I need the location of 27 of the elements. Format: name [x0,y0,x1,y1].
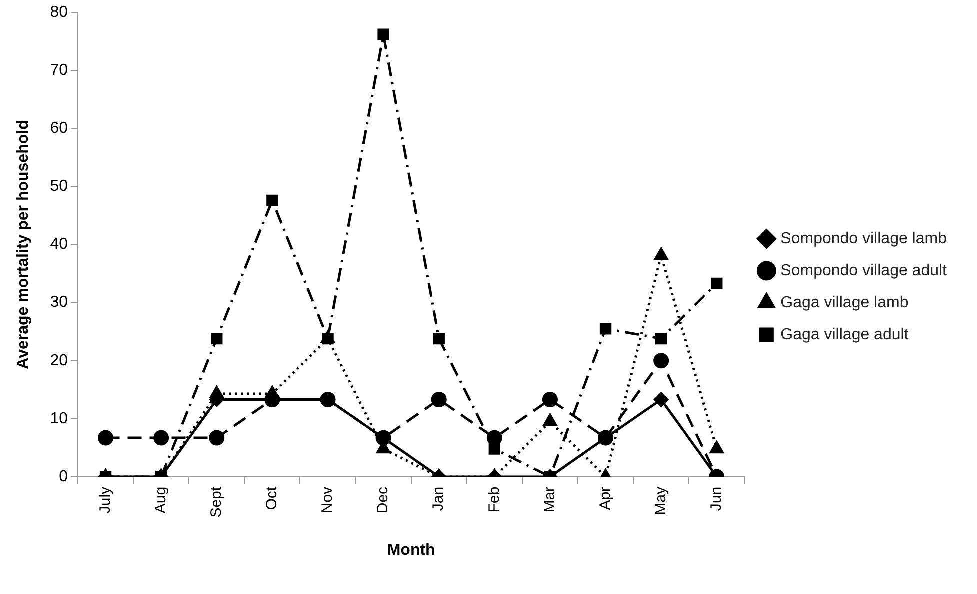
y-tick-label: 80 [50,4,68,22]
y-tick-label: 30 [50,294,68,312]
x-tick-label: July [96,486,114,514]
x-tick-label: Nov [319,486,336,514]
legend-label: Gaga village lamb [780,294,909,312]
x-tick-label: Mar [541,486,558,513]
legend-label: Gaga village adult [780,326,910,344]
y-tick-label: 40 [50,236,68,254]
y-tick-label: 60 [50,120,68,138]
x-tick-label: May [652,486,670,516]
x-axis-title: Month [387,542,436,559]
y-tick-label: 70 [50,62,68,80]
legend-label: Sompondo village adult [780,262,948,280]
x-tick-label: Jun [708,486,726,512]
y-tick-label: 10 [50,410,68,428]
x-tick-label: Jan [430,486,448,512]
y-tick-label: 0 [59,468,68,486]
x-tick-label: Dec [374,486,392,514]
x-tick-label: Oct [264,486,281,510]
x-tick-label: Apr [596,486,614,510]
x-tick-label: Aug [152,486,170,514]
legend-label: Sompondo village lamb [780,230,948,248]
x-tick-label: Feb [486,486,503,513]
y-tick-label: 20 [50,352,68,370]
x-tick-label: Sept [208,486,226,518]
y-axis-title: Average mortality per household [15,120,32,370]
y-tick-label: 50 [50,178,68,196]
